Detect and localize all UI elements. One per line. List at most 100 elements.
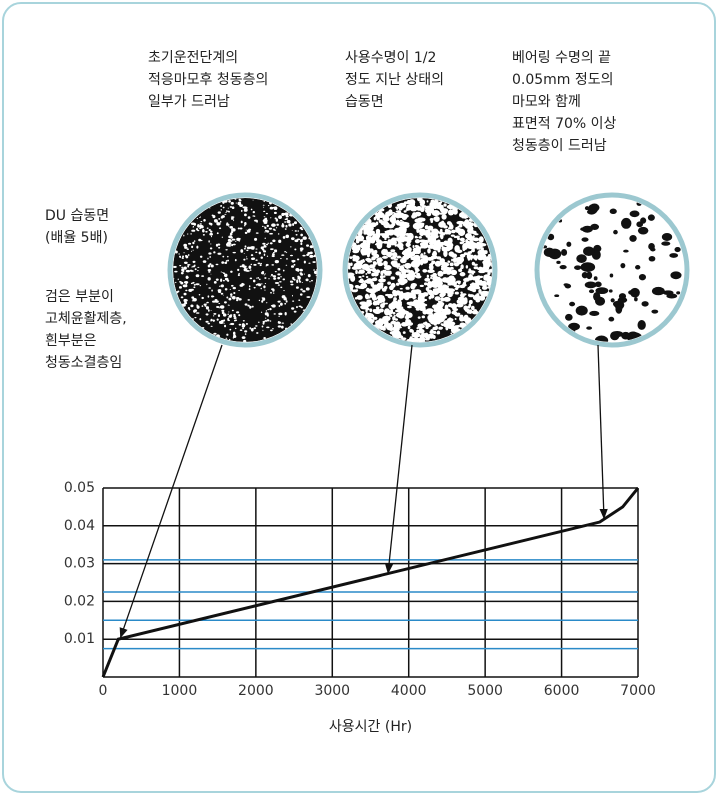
surface-dot	[411, 214, 416, 219]
surface-dot	[183, 234, 185, 237]
surface-dot	[192, 265, 196, 268]
surface-dot	[253, 263, 257, 266]
surface-dot	[382, 327, 386, 331]
surface-dot	[233, 316, 237, 319]
surface-dot	[406, 265, 409, 269]
surface-dot	[407, 325, 411, 330]
surface-dot	[459, 271, 466, 277]
surface-dot	[394, 318, 399, 321]
surface-dot	[365, 257, 372, 262]
surface-dot	[478, 280, 484, 286]
surface-dot	[301, 282, 303, 284]
surface-dot	[298, 280, 302, 283]
surface-dot	[467, 257, 471, 261]
surface-dot	[208, 309, 210, 312]
surface-dot	[252, 211, 255, 214]
surface-dot	[354, 284, 360, 289]
surface-dot	[618, 293, 627, 300]
surface-dot	[251, 305, 254, 308]
surface-dot	[186, 248, 190, 250]
caption: 청동층이 드러남	[512, 138, 607, 154]
surface-dot	[451, 258, 453, 262]
side-note: DU 습동면	[45, 208, 109, 224]
surface-dot	[228, 200, 231, 203]
surface-dot	[242, 319, 245, 322]
surface-dot	[213, 332, 217, 335]
surface-dot	[221, 236, 224, 238]
surface-dot	[184, 299, 188, 302]
surface-dot	[432, 250, 437, 257]
surface-dot	[456, 303, 464, 308]
surface-dot	[418, 290, 421, 293]
surface-dot	[182, 255, 185, 258]
surface-dot	[225, 211, 227, 213]
surface-dot	[298, 279, 301, 282]
surface-dot	[365, 307, 370, 311]
surface-dot	[434, 260, 442, 267]
surface-dot	[350, 262, 353, 267]
surface-dot	[354, 296, 358, 300]
surface-dot	[440, 297, 445, 302]
surface-dot	[421, 315, 426, 319]
surface-dot	[229, 288, 231, 290]
surface-dot	[264, 219, 268, 223]
surface-dot	[431, 279, 441, 285]
caption: 정도 지난 상태의	[345, 72, 444, 88]
surface-dot	[404, 262, 412, 269]
surface-dot	[196, 305, 199, 308]
surface-dot	[183, 280, 189, 284]
surface-dot	[228, 314, 232, 318]
pointer-arrow	[597, 344, 608, 520]
surface-dot	[416, 228, 420, 233]
surface-dot	[296, 258, 300, 261]
surface-dot	[277, 284, 280, 286]
surface-dot	[303, 273, 305, 275]
surface-dot	[279, 281, 282, 283]
surface-dot	[228, 338, 231, 341]
surface-dot	[583, 246, 595, 257]
surface-dot	[226, 243, 229, 247]
side-note: 청동소결층임	[45, 355, 122, 371]
x-tick-label: 2000	[238, 683, 274, 699]
surface-dot	[202, 234, 205, 236]
surface-dot	[181, 303, 186, 307]
surface-dot	[464, 317, 472, 323]
surface-dot	[411, 329, 414, 334]
surface-dot	[651, 309, 659, 314]
surface-dot	[661, 232, 673, 241]
surface-dot	[193, 261, 195, 264]
surface-dot	[230, 217, 234, 220]
surface-dot	[438, 311, 447, 317]
surface-dot	[423, 282, 428, 286]
surface-dot	[443, 296, 451, 302]
surface-dot	[440, 265, 446, 269]
surface-dot	[261, 300, 264, 303]
surface-dot	[239, 199, 242, 202]
surface-dot	[459, 284, 466, 289]
surface-dot	[429, 241, 435, 246]
surface-dot	[205, 230, 208, 233]
surface-dot	[584, 206, 590, 211]
surface-dot	[248, 285, 251, 288]
surface-dot	[466, 235, 474, 241]
surface-dot	[262, 329, 264, 332]
surface-dot	[253, 327, 257, 330]
surface-dot	[199, 223, 202, 225]
surface-dot	[383, 285, 388, 290]
surface-dot	[613, 229, 618, 235]
surface-dot	[278, 304, 281, 308]
surface-dot	[206, 301, 209, 304]
surface-dot	[225, 260, 228, 262]
surface-dot	[211, 295, 215, 298]
surface-dot	[563, 283, 569, 287]
surface-dot	[214, 220, 218, 223]
surface-dot	[393, 297, 397, 301]
surface-dot	[227, 207, 229, 209]
surface-dot	[450, 279, 456, 282]
surface-dot	[258, 299, 261, 302]
surface-dot	[386, 265, 391, 269]
surface-dot	[589, 310, 600, 317]
surface-dot	[262, 225, 264, 227]
surface-dot	[236, 298, 239, 302]
surface-dot	[372, 302, 378, 306]
